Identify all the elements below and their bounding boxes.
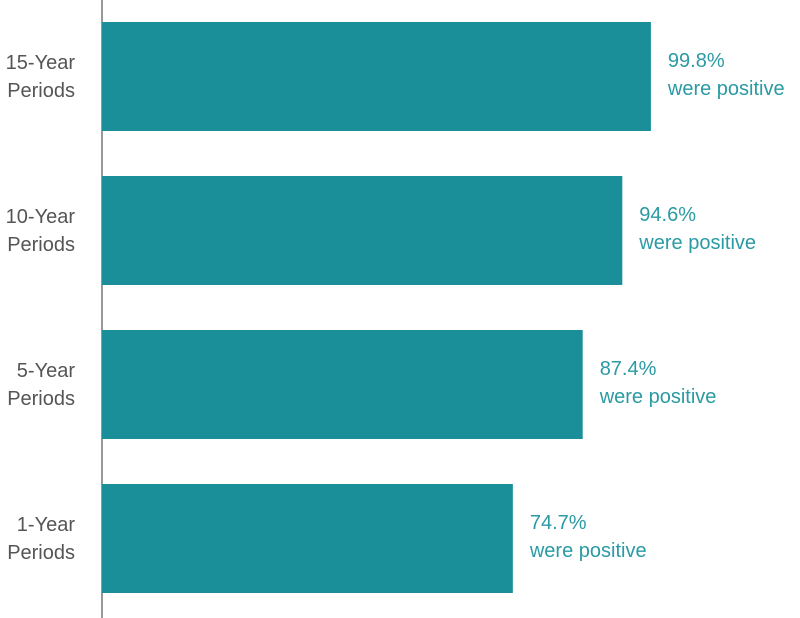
- value-note: were positive: [599, 385, 717, 408]
- value-label: 94.6%: [639, 203, 697, 226]
- value-note: were positive: [529, 539, 647, 562]
- value-label: 87.4%: [599, 357, 657, 380]
- value-note: were positive: [667, 77, 785, 100]
- value-label: 99.8%: [667, 49, 725, 72]
- category-label: 5-Year Periods: [7, 359, 75, 410]
- category-label: 1-Year Periods: [7, 513, 75, 564]
- bar: [102, 330, 583, 439]
- bar: [102, 484, 513, 593]
- value-note: were positive: [639, 231, 757, 254]
- bar: [102, 22, 651, 131]
- category-label: 10-Year Periods: [5, 205, 75, 256]
- category-label: 15-Year Periods: [5, 51, 75, 102]
- bar: [102, 176, 623, 285]
- value-label: 74.7%: [529, 511, 587, 534]
